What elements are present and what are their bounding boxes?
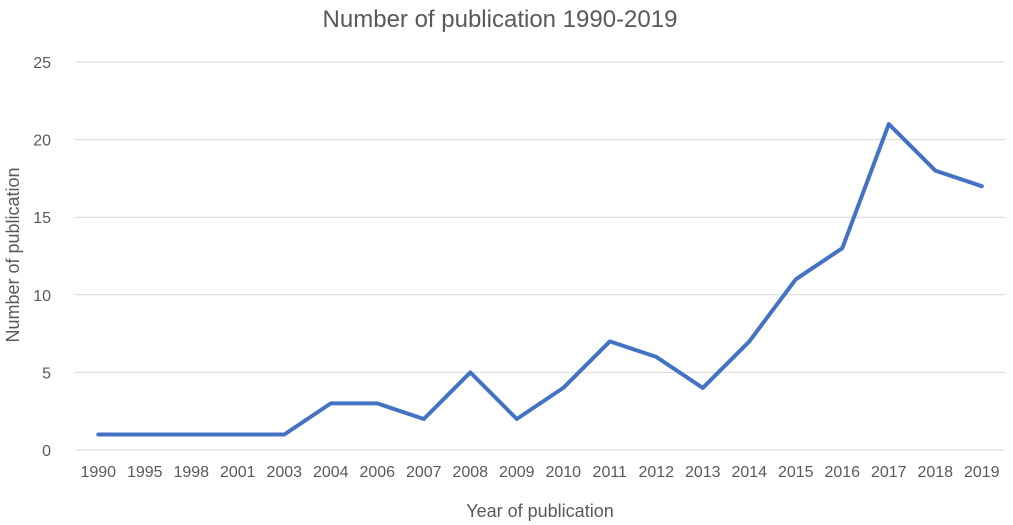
x-tick-label: 2001 <box>220 464 256 481</box>
x-tick-label: 1995 <box>127 464 163 481</box>
x-tick-label: 1998 <box>173 464 209 481</box>
series-line-0 <box>96 122 984 437</box>
x-tick-label: 2018 <box>917 464 953 481</box>
y-axis-label: Number of publication <box>3 167 23 342</box>
x-tick-label: 2017 <box>871 464 907 481</box>
y-axis-ticks: 0 5 10 15 20 25 <box>33 55 51 460</box>
chart-title: Number of publication 1990-2019 <box>323 6 678 33</box>
x-tick-label: 2007 <box>406 464 442 481</box>
x-tick-label: 2016 <box>824 464 860 481</box>
x-axis-ticks: 1990 1995 1998 2001 2003 2004 2006 2007 2008 2009… <box>80 464 999 481</box>
x-tick-label: 2011 <box>593 464 628 481</box>
x-tick-label: 2008 <box>452 464 488 481</box>
y-tick-label: 15 <box>33 210 51 227</box>
x-axis-label: Year of publication <box>466 501 613 521</box>
x-tick-label: 1990 <box>80 464 116 481</box>
gridlines <box>75 61 1005 451</box>
x-tick-label: 2019 <box>964 464 1000 481</box>
series-layer <box>96 122 984 437</box>
x-tick-label: 2004 <box>313 464 349 481</box>
y-tick-label: 25 <box>33 55 51 72</box>
x-tick-label: 2010 <box>545 464 581 481</box>
y-tick-label: 20 <box>33 133 51 150</box>
x-tick-label: 2015 <box>778 464 814 481</box>
x-tick-label: 2014 <box>731 464 767 481</box>
y-tick-label: 5 <box>42 365 51 382</box>
y-tick-label: 0 <box>42 443 51 460</box>
x-tick-label: 2012 <box>638 464 674 481</box>
x-tick-label: 2013 <box>685 464 721 481</box>
y-tick-label: 10 <box>33 288 51 305</box>
x-tick-label: 2009 <box>499 464 535 481</box>
x-tick-label: 2003 <box>266 464 302 481</box>
x-tick-label: 2006 <box>359 464 395 481</box>
